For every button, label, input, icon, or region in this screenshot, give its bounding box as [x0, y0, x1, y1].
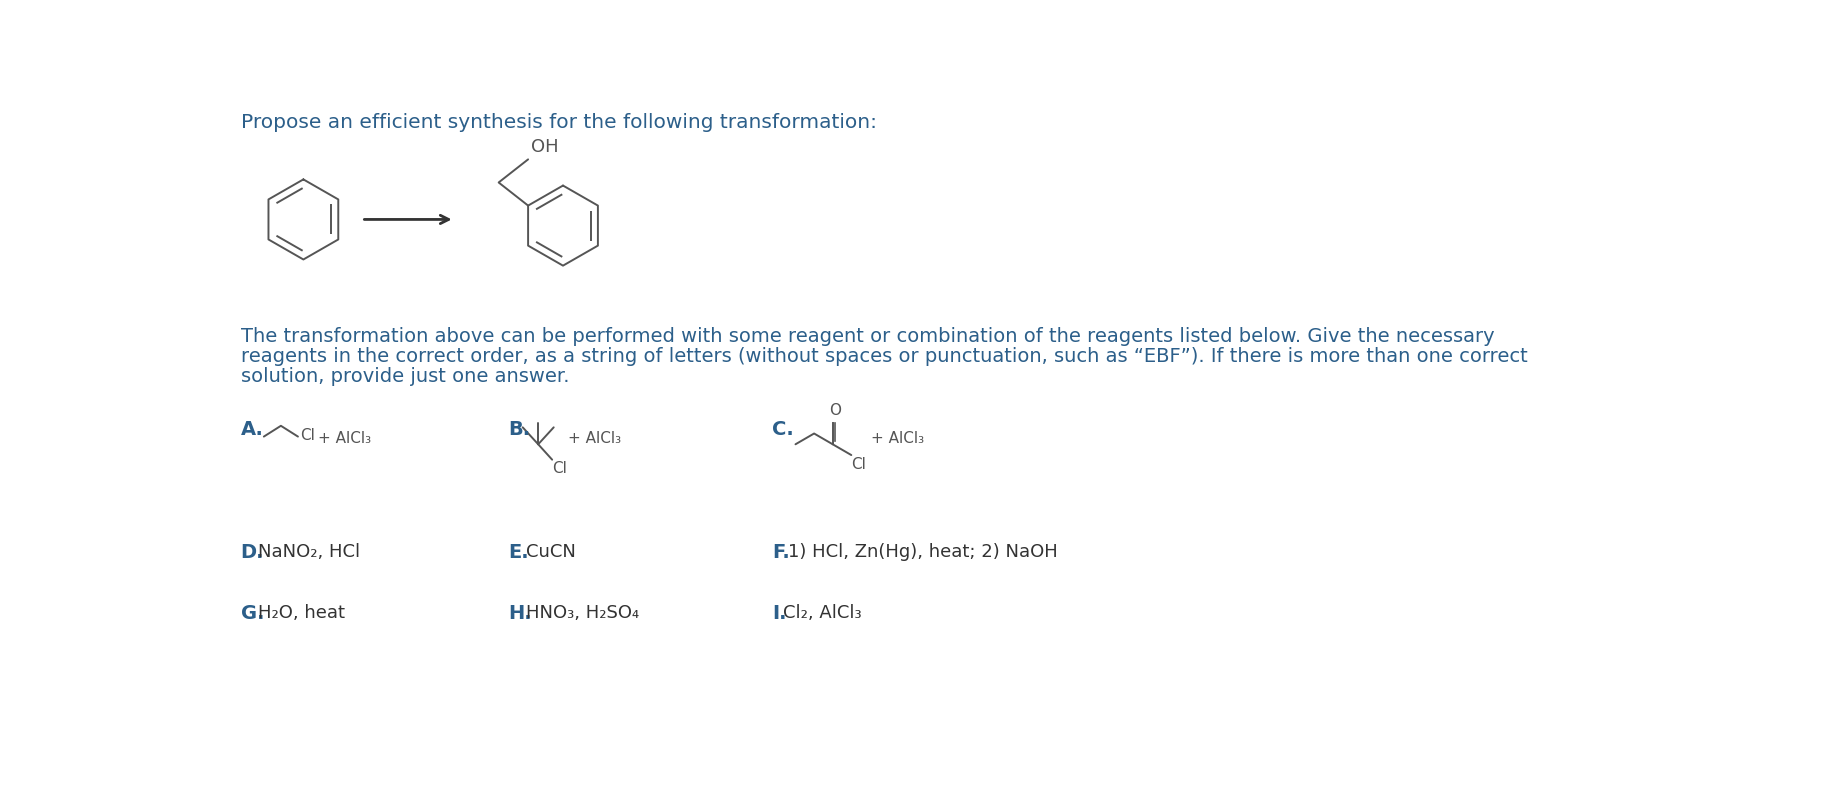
Text: E.: E.	[509, 543, 529, 562]
Text: H₂O, heat: H₂O, heat	[257, 605, 346, 622]
Text: + AlCl₃: + AlCl₃	[568, 431, 621, 446]
Text: solution, provide just one answer.: solution, provide just one answer.	[241, 367, 570, 387]
Text: Cl: Cl	[551, 461, 568, 476]
Text: C.: C.	[772, 419, 794, 439]
Text: Cl: Cl	[851, 456, 866, 472]
Text: HNO₃, H₂SO₄: HNO₃, H₂SO₄	[526, 605, 640, 622]
Text: 1) HCl, Zn(Hg), heat; 2) NaOH: 1) HCl, Zn(Hg), heat; 2) NaOH	[789, 543, 1057, 561]
Text: The transformation above can be performed with some reagent or combination of th: The transformation above can be performe…	[241, 327, 1494, 346]
Text: CuCN: CuCN	[526, 543, 575, 561]
Text: Propose an efficient synthesis for the following transformation:: Propose an efficient synthesis for the f…	[241, 113, 877, 132]
Text: I.: I.	[772, 605, 787, 623]
Text: + AlCl₃: + AlCl₃	[318, 431, 371, 446]
Text: F.: F.	[772, 543, 790, 562]
Text: G.: G.	[241, 605, 265, 623]
Text: Cl: Cl	[300, 427, 314, 443]
Text: reagents in the correct order, as a string of letters (without spaces or punctua: reagents in the correct order, as a stri…	[241, 347, 1527, 367]
Text: Cl₂, AlCl₃: Cl₂, AlCl₃	[783, 605, 862, 622]
Text: + AlCl₃: + AlCl₃	[871, 431, 925, 446]
Text: OH: OH	[531, 137, 559, 156]
Text: A.: A.	[241, 419, 263, 439]
Text: O: O	[829, 403, 842, 418]
Text: D.: D.	[241, 543, 265, 562]
Text: NaNO₂, HCl: NaNO₂, HCl	[257, 543, 360, 561]
Text: B.: B.	[509, 419, 531, 439]
Text: H.: H.	[509, 605, 533, 623]
